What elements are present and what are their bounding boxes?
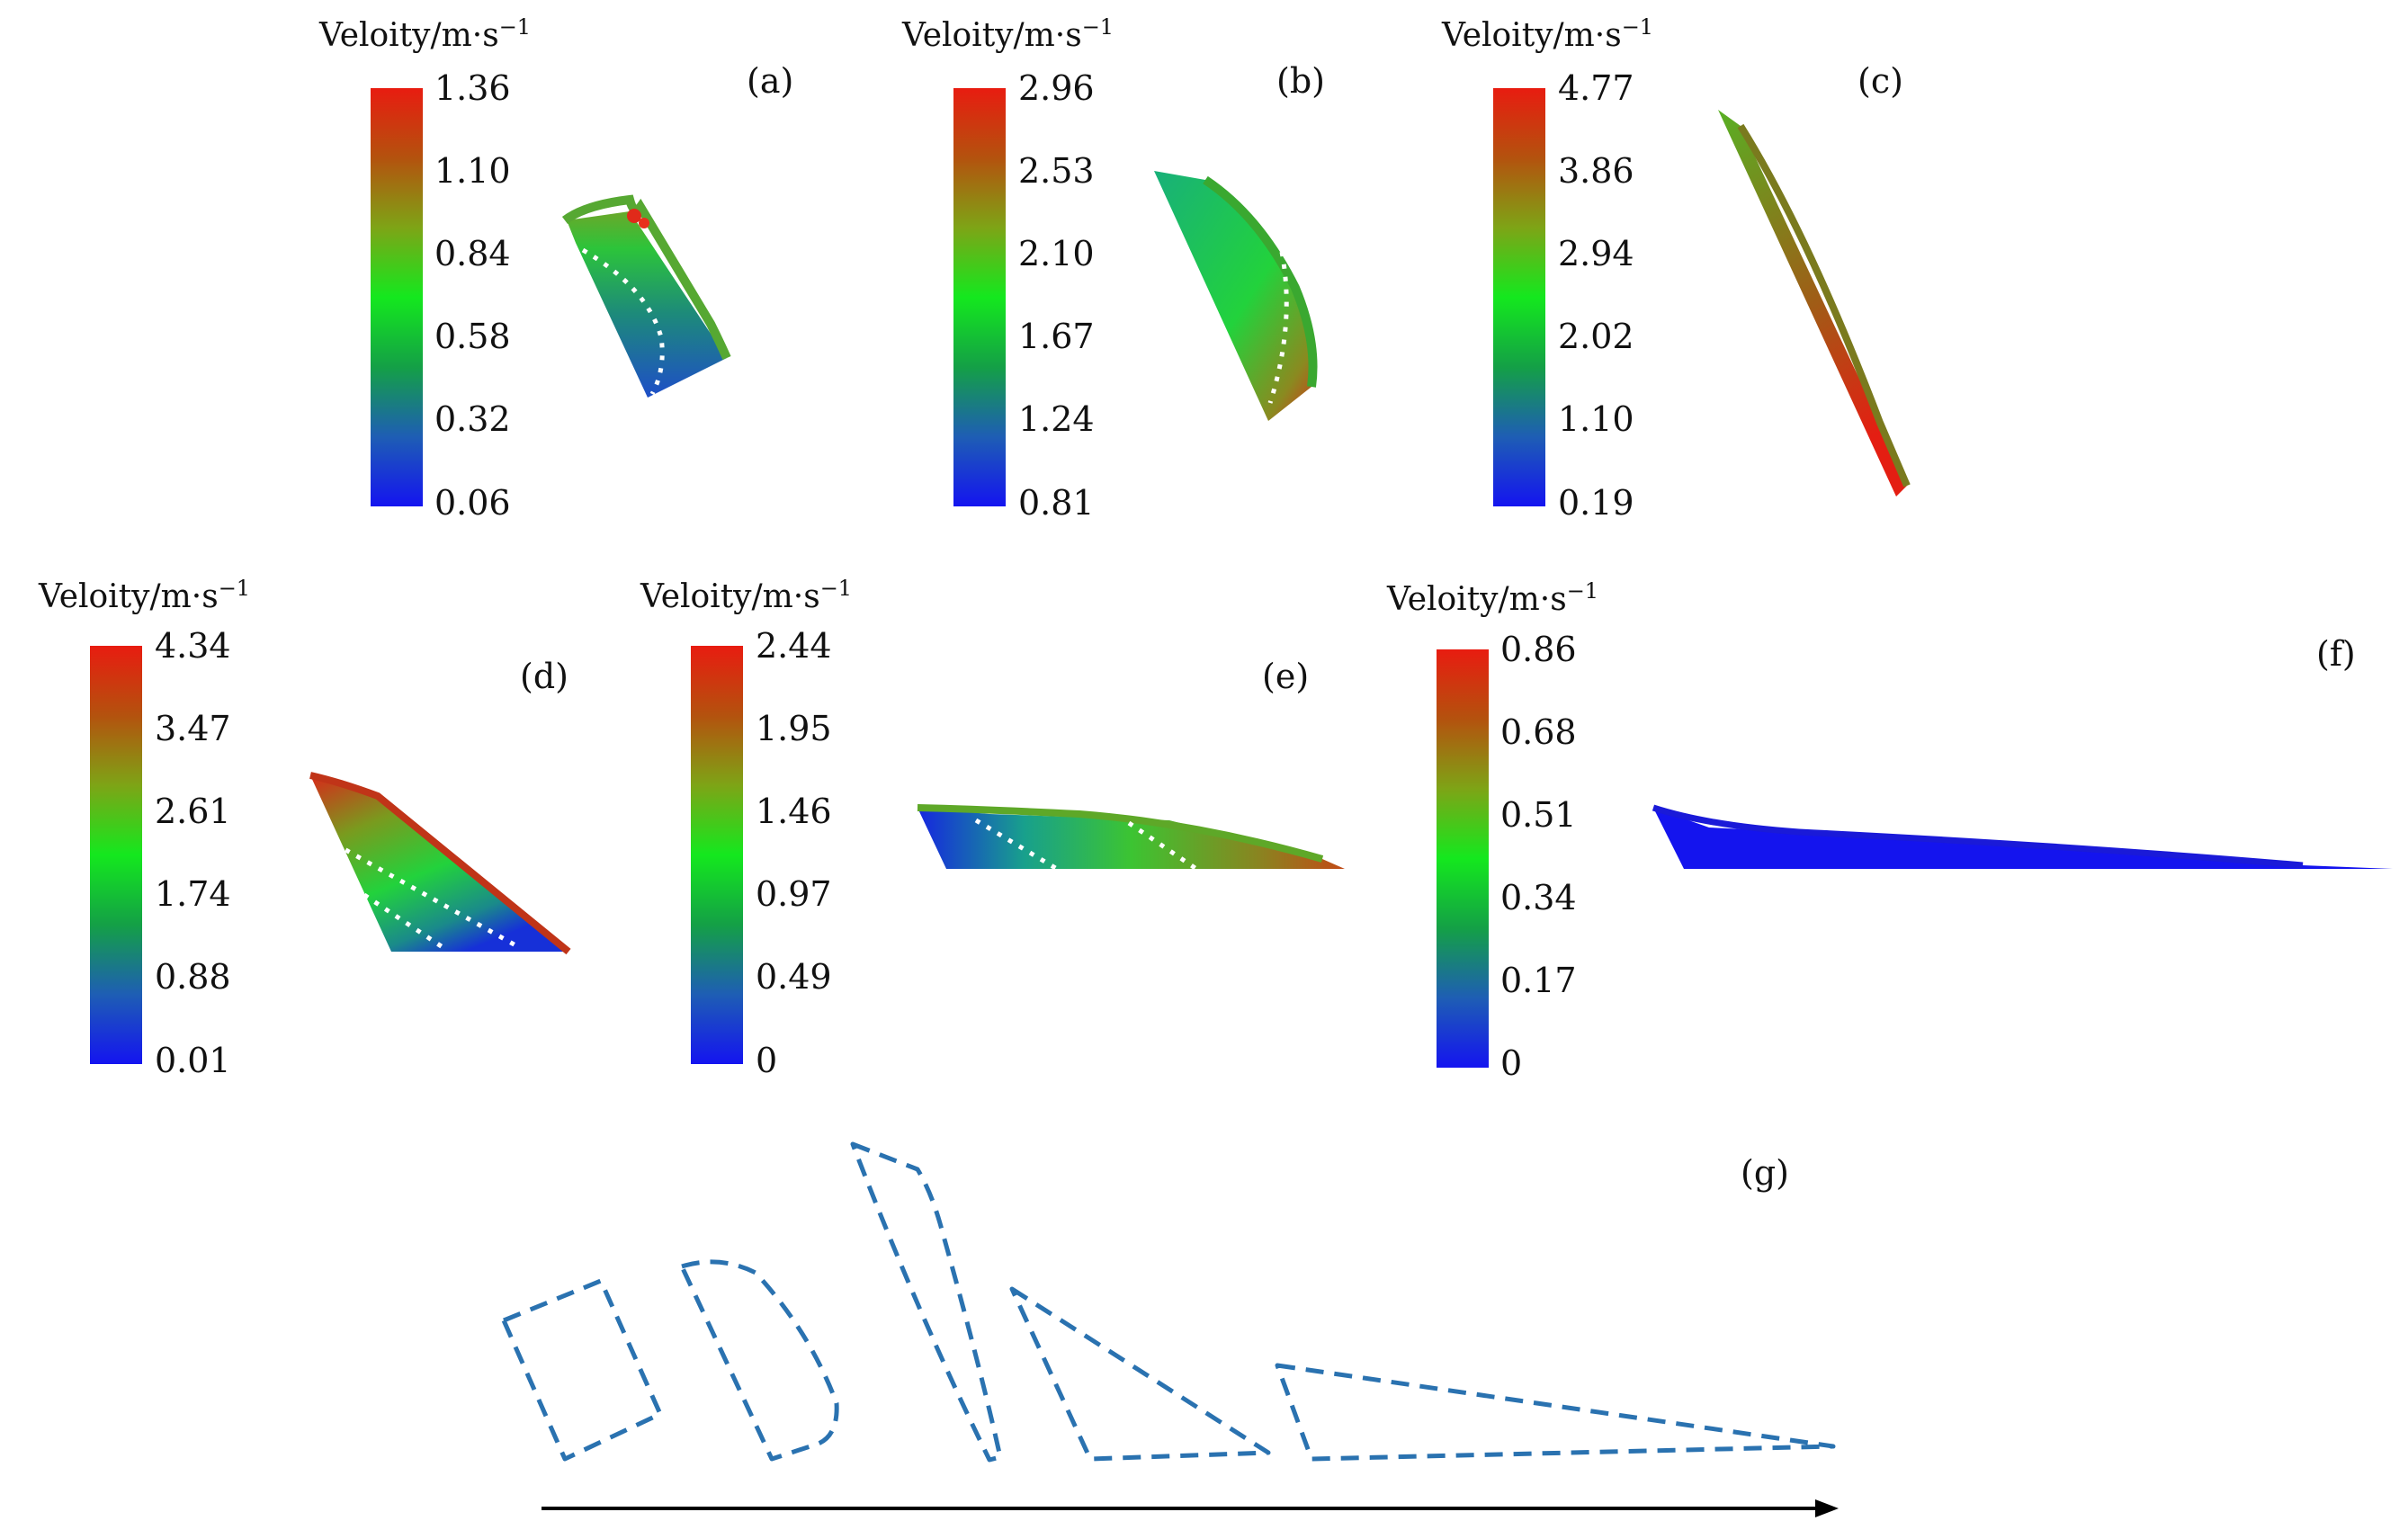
tick-label: 4.34: [155, 626, 231, 666]
tick-label: 0.68: [1500, 712, 1577, 752]
tick-label: 0.97: [756, 874, 832, 914]
colorbar-c: [1493, 88, 1545, 506]
colorbar-a: [371, 88, 423, 506]
tick-label: 2.10: [1018, 234, 1095, 273]
tick-label: 2.02: [1558, 317, 1634, 356]
particle-bed-d: [309, 772, 571, 955]
outline-stage-a: [501, 1278, 663, 1462]
tick-label: 0.01: [155, 1041, 231, 1080]
tick-label: 1.10: [1558, 399, 1634, 439]
tick-label: 2.53: [1018, 151, 1095, 191]
tick-label: 0.84: [434, 234, 511, 273]
tick-label: 2.61: [155, 792, 231, 831]
tick-label: 0.88: [155, 957, 231, 997]
colorbar-title-e: Veloity/m·s−1: [640, 576, 853, 615]
particle-bed-a: [561, 194, 731, 398]
panel-label-g: (g): [1741, 1153, 1789, 1193]
tick-label: 1.24: [1018, 399, 1095, 439]
tick-label: 1.36: [434, 68, 511, 108]
outline-stage-c: [850, 1141, 1003, 1463]
tick-label: 2.94: [1558, 234, 1634, 273]
colorbar-f: [1437, 649, 1489, 1068]
tick-label: 0.86: [1500, 630, 1577, 669]
colorbar-title-c: Veloity/m·s−1: [1442, 14, 1654, 54]
tick-label: 0.32: [434, 399, 511, 439]
tick-label: 1.95: [756, 709, 832, 748]
colorbar-e: [691, 646, 743, 1064]
panel-label-c: (c): [1857, 61, 1903, 101]
particle-bed-c: [1718, 110, 1911, 497]
tick-label: 1.74: [155, 874, 231, 914]
tick-label: 0.58: [434, 317, 511, 356]
colorbar-title-f: Veloity/m·s−1: [1387, 578, 1599, 618]
outline-stage-b: [679, 1259, 839, 1462]
tick-label: 4.77: [1558, 68, 1634, 108]
tick-label: 0.51: [1500, 795, 1577, 835]
panel-label-d: (d): [520, 657, 568, 696]
tick-label: 3.86: [1558, 151, 1634, 191]
tick-label: 0.34: [1500, 878, 1577, 917]
tick-label: 0.81: [1018, 483, 1095, 523]
panel-label-a: (a): [747, 61, 794, 101]
tick-label: 0.49: [756, 957, 832, 997]
particle-bed-b: [1154, 171, 1318, 421]
tick-label: 2.44: [756, 626, 832, 666]
tick-label: 0.17: [1500, 961, 1577, 1000]
colorbar-title-b: Veloity/m·s−1: [902, 14, 1114, 54]
particle-bed-e: [917, 804, 1345, 872]
colorbar-d: [90, 646, 142, 1064]
tick-label: 0: [1500, 1043, 1523, 1083]
colorbar-title-a: Veloity/m·s−1: [319, 14, 532, 54]
outline-stage-e: [1275, 1363, 1836, 1462]
panel-label-b: (b): [1276, 61, 1325, 101]
tick-label: 0: [756, 1041, 778, 1080]
particle-bed-f: [1652, 804, 2393, 869]
outline-stage-d: [1009, 1286, 1271, 1462]
panel-label-f: (f): [2316, 634, 2356, 674]
colorbar-title-d: Veloity/m·s−1: [39, 576, 251, 615]
tick-label: 0.06: [434, 483, 511, 523]
outline-sequence-g: [501, 1141, 1836, 1463]
tick-label: 0.19: [1558, 483, 1634, 523]
direction-arrow: [542, 1499, 1839, 1517]
tick-label: 1.67: [1018, 317, 1095, 356]
tick-label: 1.10: [434, 151, 511, 191]
tick-label: 2.96: [1018, 68, 1095, 108]
panel-label-e: (e): [1262, 657, 1310, 696]
colorbar-b: [953, 88, 1006, 506]
tick-label: 3.47: [155, 709, 231, 748]
tick-label: 1.46: [756, 792, 832, 831]
